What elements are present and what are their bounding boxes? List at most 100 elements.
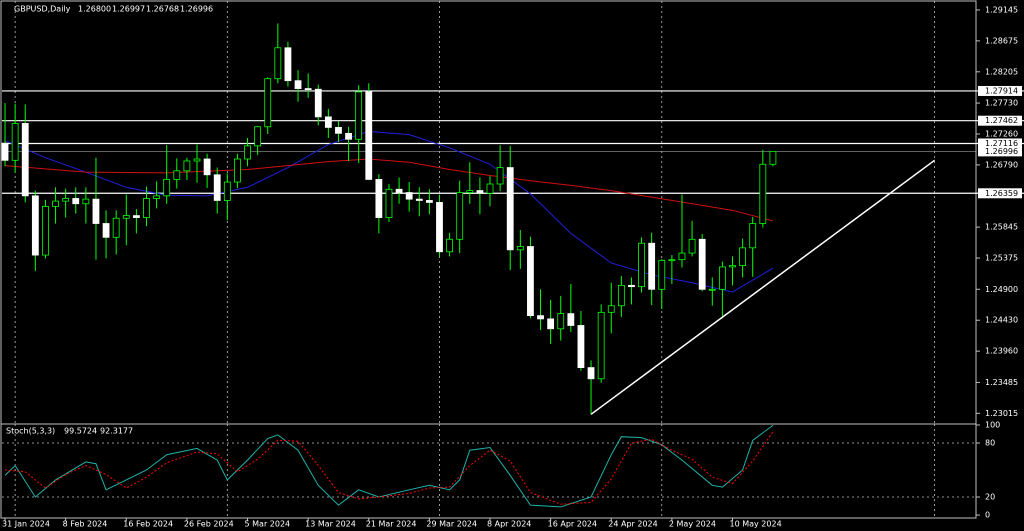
candle-body [708,288,716,291]
candle-body [355,91,363,140]
stoch-value: 99.5724 [64,427,97,436]
candle-body [304,88,312,90]
last-price-label: 1.26996 [985,147,1018,156]
level-label: 1.27116 [985,139,1018,148]
candle-body [375,178,383,218]
candle-body [122,215,130,219]
candle-body [729,265,736,268]
x-tick-label: 13 Mar 2024 [305,520,356,529]
candle-body [486,183,494,194]
y-tick-label: 1.28205 [985,67,1018,76]
candle-body [153,195,160,199]
y-tick-label: 80 [985,438,995,447]
candle-body [213,174,221,201]
candle-body [718,266,726,290]
x-tick-label: 21 Mar 2024 [366,520,417,529]
trendline [590,159,936,415]
y-tick-label: 1.24430 [985,316,1018,325]
y-tick-label: 1.27730 [985,99,1018,108]
y-tick-label: 1.23960 [985,347,1018,356]
x-tick-label: 2 May 2024 [669,520,716,529]
header-value: 1.26997 [112,5,145,14]
candle-body [658,259,666,290]
x-tick-label: 8 Feb 2024 [63,520,108,529]
candle-body [415,198,423,201]
x-tick-label: 24 Apr 2024 [608,520,657,529]
candle-body [617,284,625,307]
candle-body [739,247,747,267]
candle-body [567,313,575,326]
level-label: 1.27462 [985,116,1018,125]
x-tick-label: 16 Apr 2024 [548,520,597,529]
y-tick-label: 1.28675 [985,36,1018,45]
level-label-box [978,138,1022,149]
candle-body [264,78,272,128]
level-label: 1.27914 [985,86,1018,95]
candle-body [446,238,453,253]
y-tick-label: 0 [985,511,990,520]
candle-body [314,88,322,118]
candle-body [436,202,443,253]
candle-body [587,367,595,380]
candle-body [759,163,767,224]
candle-body [688,238,696,254]
candle-body [173,170,181,180]
candle-body [577,325,585,369]
candle-body [516,246,524,251]
candle-body [82,198,90,205]
candle-body [668,259,676,262]
candle-body [11,123,19,161]
candle-body [1,142,9,161]
candle-body [365,91,373,180]
stoch-line [4,431,774,505]
header-value: 1.26768 [146,5,179,14]
x-tick-label: 10 May 2024 [730,520,782,529]
x-tick-label: 5 Mar 2024 [245,520,291,529]
candle-body [678,252,686,261]
y-tick-label: 1.29145 [985,5,1018,14]
y-tick-label: 1.25375 [985,254,1018,263]
candle-body [345,132,352,140]
stoch-title: Stoch(5,3,3) [6,427,55,436]
candle-body [385,188,393,218]
candle-body [607,305,615,313]
y-tick-label: 1.23015 [985,409,1018,418]
chart-title: GBPUSD,Daily [14,5,71,14]
level-label-box [978,188,1022,199]
candle-body [143,198,150,218]
header-value: 1.26996 [180,5,213,14]
level-label-box [978,85,1022,96]
candle-body [274,47,282,80]
candle-body [203,158,211,176]
y-tick-label: 1.25845 [985,223,1018,232]
x-tick-label: 26 Feb 2024 [184,520,234,529]
candle-body [72,198,80,205]
candle-body [698,238,706,290]
stoch-panel-frame [0,423,977,519]
candle-body [193,158,201,162]
candle-body [52,200,59,207]
y-tick-label: 20 [985,493,995,502]
stoch-value: 92.3177 [100,427,133,436]
y-tick-label: 1.27260 [985,129,1018,138]
candle-body [183,160,191,172]
candle-body [223,181,231,201]
candle-body [62,198,70,202]
candle-body [496,167,504,185]
candle-body [244,145,251,160]
candle-body [527,246,534,317]
candle-body [335,127,342,134]
y-tick-label: 1.23485 [985,378,1018,387]
candle-body [21,123,29,197]
candle-body [648,242,656,290]
last-price-label-box [978,146,1022,157]
x-tick-label: 8 Apr 2024 [487,520,531,529]
candle-body [638,242,645,288]
candle-body [102,223,110,238]
candle-body [506,167,514,251]
candle-body [284,47,292,82]
candle-body [537,315,544,320]
candle-body [749,223,757,249]
